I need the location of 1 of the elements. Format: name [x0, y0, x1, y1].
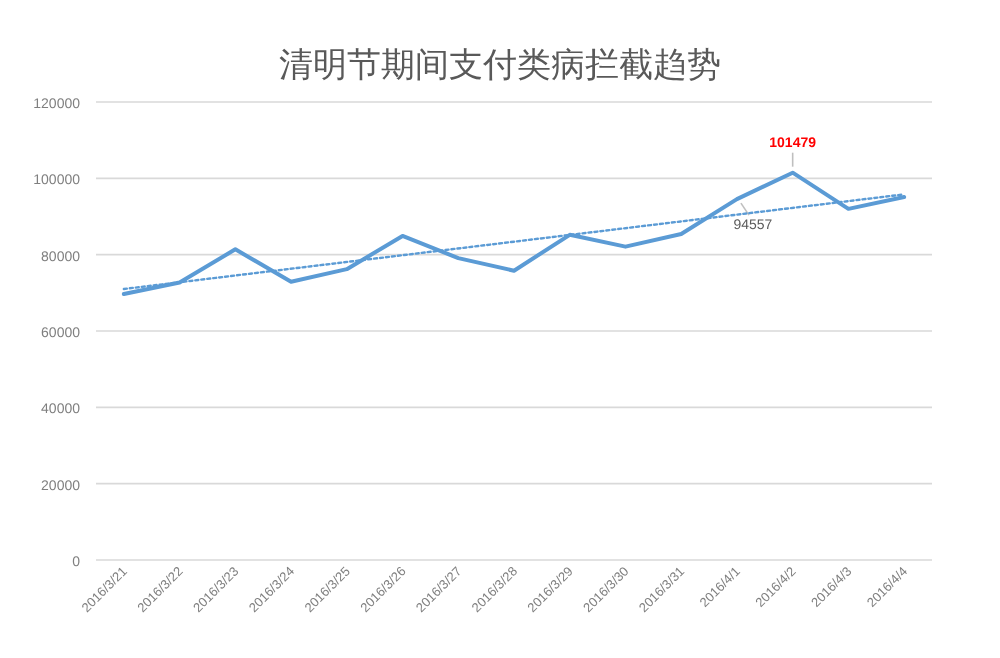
chart-title: 清明节期间支付类病拦截趋势: [279, 46, 721, 84]
